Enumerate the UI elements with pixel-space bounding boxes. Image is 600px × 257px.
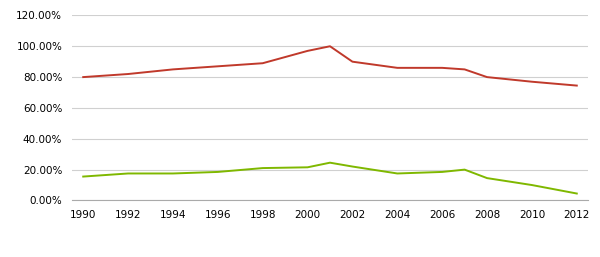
Tasa Cobertura Actuarial de PR. [484, 177, 491, 180]
Tasa Cobertura Actuarial para los 50 Estados de los EEUU [124, 72, 131, 76]
Tasa Cobertura Actuarial de PR. [529, 183, 536, 187]
Tasa Cobertura Actuarial para los 50 Estados de los EEUU [259, 62, 266, 65]
Line: Tasa Cobertura Actuarial para los 50 Estados de los EEUU: Tasa Cobertura Actuarial para los 50 Est… [83, 46, 577, 86]
Tasa Cobertura Actuarial de PR. [326, 161, 334, 164]
Tasa Cobertura Actuarial de PR. [573, 192, 580, 195]
Tasa Cobertura Actuarial de PR. [349, 165, 356, 168]
Line: Tasa Cobertura Actuarial de PR.: Tasa Cobertura Actuarial de PR. [83, 163, 577, 194]
Tasa Cobertura Actuarial de PR. [461, 168, 468, 171]
Tasa Cobertura Actuarial para los 50 Estados de los EEUU [214, 65, 221, 68]
Tasa Cobertura Actuarial para los 50 Estados de los EEUU [326, 45, 334, 48]
Tasa Cobertura Actuarial de PR. [124, 172, 131, 175]
Tasa Cobertura Actuarial para los 50 Estados de los EEUU [349, 60, 356, 63]
Tasa Cobertura Actuarial para los 50 Estados de los EEUU [169, 68, 176, 71]
Tasa Cobertura Actuarial de PR. [259, 167, 266, 170]
Tasa Cobertura Actuarial para los 50 Estados de los EEUU [439, 66, 446, 69]
Tasa Cobertura Actuarial de PR. [439, 170, 446, 173]
Tasa Cobertura Actuarial para los 50 Estados de los EEUU [573, 84, 580, 87]
Tasa Cobertura Actuarial de PR. [304, 166, 311, 169]
Tasa Cobertura Actuarial para los 50 Estados de los EEUU [394, 66, 401, 69]
Tasa Cobertura Actuarial para los 50 Estados de los EEUU [80, 76, 87, 79]
Tasa Cobertura Actuarial de PR. [394, 172, 401, 175]
Tasa Cobertura Actuarial para los 50 Estados de los EEUU [461, 68, 468, 71]
Tasa Cobertura Actuarial de PR. [214, 170, 221, 173]
Tasa Cobertura Actuarial de PR. [169, 172, 176, 175]
Tasa Cobertura Actuarial de PR. [80, 175, 87, 178]
Tasa Cobertura Actuarial para los 50 Estados de los EEUU [529, 80, 536, 83]
Tasa Cobertura Actuarial para los 50 Estados de los EEUU [304, 49, 311, 52]
Tasa Cobertura Actuarial para los 50 Estados de los EEUU [484, 76, 491, 79]
